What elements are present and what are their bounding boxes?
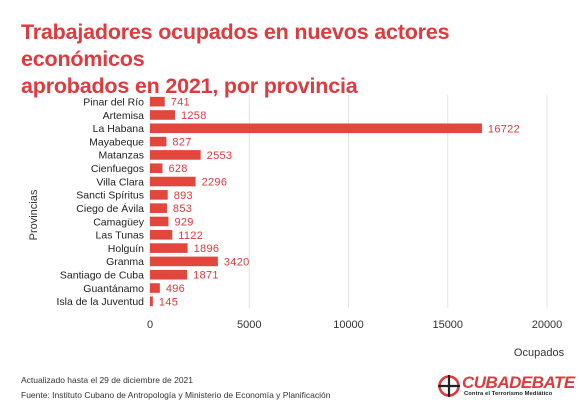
value-label: 1896 xyxy=(194,243,220,255)
logo-wordmark: CUBADEBATE xyxy=(462,373,575,392)
category-label: Camagüey xyxy=(93,216,145,228)
category-label: Villa Clara xyxy=(96,176,144,188)
x-tick-labels: 0 5000 10000 15000 20000 xyxy=(147,319,562,331)
bar xyxy=(150,163,163,174)
bar xyxy=(150,110,175,120)
value-label: 496 xyxy=(166,283,185,295)
category-label: Las Tunas xyxy=(96,230,144,242)
x-axis-title: Ocupados xyxy=(514,347,565,359)
value-label: 1871 xyxy=(193,270,219,282)
chart-title-line-1: Trabajadores ocupados en nuevos actores … xyxy=(21,20,450,71)
bar xyxy=(150,256,218,267)
bar xyxy=(150,229,173,240)
value-label: 628 xyxy=(168,163,187,175)
value-labels: 7411258167228272553628229689385392911221… xyxy=(159,97,520,309)
value-label: 2296 xyxy=(202,177,228,189)
category-label: Ciego de Ávila xyxy=(76,202,144,215)
x-tick-label: 5000 xyxy=(237,319,261,331)
bar xyxy=(150,123,482,134)
chart-title: Trabajadores ocupados en nuevos actores … xyxy=(21,19,566,100)
bar xyxy=(150,243,188,253)
category-label: Holguín xyxy=(108,243,144,255)
x-tick-label: 15000 xyxy=(432,319,463,331)
value-label: 2553 xyxy=(207,150,233,162)
category-label: Artemisa xyxy=(103,110,145,122)
category-label: Mayabeque xyxy=(89,136,144,148)
category-label: Sancti Spíritus xyxy=(76,190,144,202)
bar xyxy=(150,216,169,227)
bar xyxy=(150,96,165,107)
category-label: Cienfuegos xyxy=(91,163,144,175)
x-tick-label: 10000 xyxy=(333,319,364,331)
x-tick-label: 20000 xyxy=(532,319,563,331)
bars xyxy=(150,96,482,307)
bar xyxy=(150,176,196,187)
bar xyxy=(150,296,153,307)
cubadebate-logo: CUBADEBATE Contra el Terrorismo Mediátic… xyxy=(438,372,575,402)
category-label: Isla de la Juventud xyxy=(56,296,144,308)
value-label: 893 xyxy=(174,190,193,202)
value-label: 145 xyxy=(159,296,178,308)
bar xyxy=(150,190,168,200)
bar xyxy=(150,136,167,147)
logo-tagline: Contra el Terrorismo Mediático xyxy=(464,391,553,397)
updated-note: Actualizado hasta el 29 de diciembre de … xyxy=(21,375,194,385)
crossed-circle-icon xyxy=(438,375,460,397)
y-axis-title: Provincias xyxy=(28,189,40,240)
bar xyxy=(150,150,201,160)
source-note: Fuente: Instituto Cubano de Antropología… xyxy=(21,390,331,400)
value-label: 1122 xyxy=(178,230,203,242)
category-label: La Habana xyxy=(93,123,145,135)
category-label: Santiago de Cuba xyxy=(60,270,144,282)
value-label: 741 xyxy=(171,97,190,109)
bar xyxy=(150,283,160,293)
category-label: Granma xyxy=(106,256,144,268)
bar xyxy=(150,203,167,213)
value-label: 929 xyxy=(174,216,193,228)
category-label: Pinar del Río xyxy=(83,96,144,108)
x-tick-label: 0 xyxy=(147,319,153,331)
value-label: 827 xyxy=(172,137,191,149)
value-label: 3420 xyxy=(224,256,250,268)
value-label: 16722 xyxy=(488,123,520,135)
category-label: Matanzas xyxy=(98,150,144,162)
bar xyxy=(150,269,188,280)
value-label: 853 xyxy=(173,203,192,215)
category-label: Guantánamo xyxy=(83,283,144,295)
value-label: 1258 xyxy=(181,110,207,122)
chart-title-line-2: aprobados en 2021, por provincia xyxy=(21,74,358,98)
